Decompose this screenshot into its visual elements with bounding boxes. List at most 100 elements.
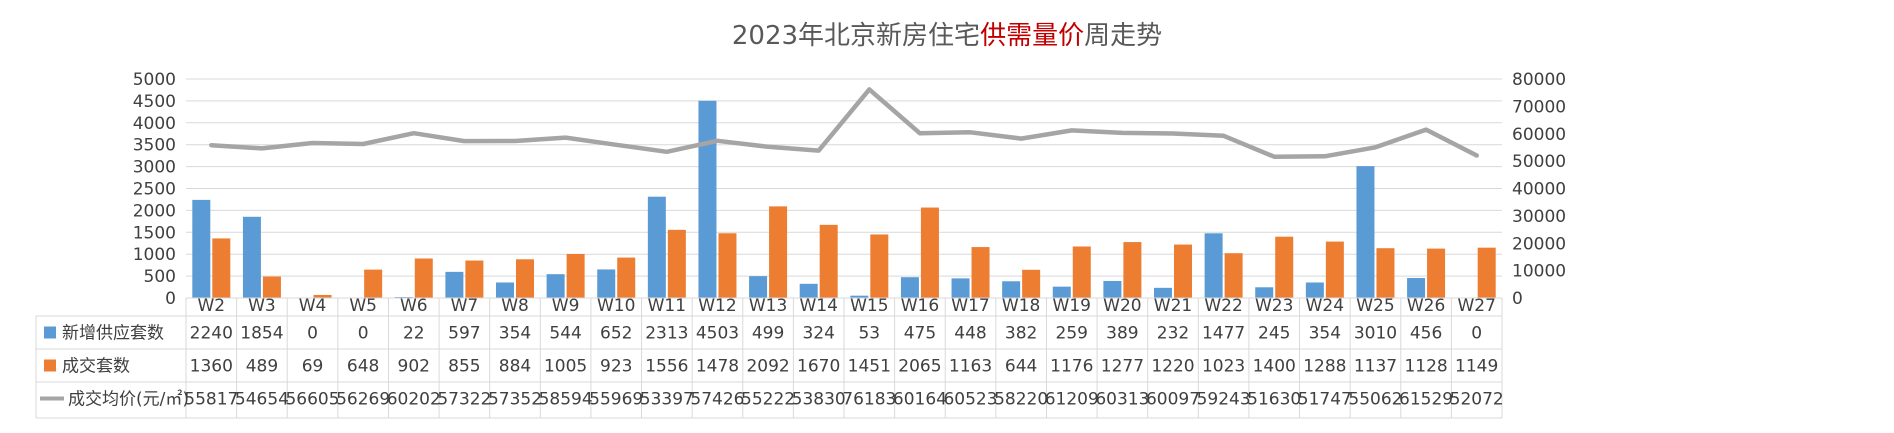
data-label: 1176 xyxy=(1050,357,1093,377)
data-label: 0 xyxy=(358,324,369,344)
y-left-tick-label: 4500 xyxy=(133,92,176,112)
data-label: 389 xyxy=(1106,324,1138,344)
y-left-tick-label: 500 xyxy=(144,267,176,287)
bar-supply xyxy=(1204,233,1223,298)
data-label: 53830 xyxy=(792,390,846,410)
data-label: 354 xyxy=(1309,324,1341,344)
bar-deals xyxy=(364,269,383,298)
x-tick-label: W3 xyxy=(248,296,276,316)
grid xyxy=(186,78,1502,299)
data-label: 57426 xyxy=(690,390,744,410)
x-tick-label: W26 xyxy=(1407,296,1445,316)
x-tick-label: W19 xyxy=(1053,296,1091,316)
data-label: 382 xyxy=(1005,324,1037,344)
data-label: 2092 xyxy=(746,357,789,377)
data-label: 648 xyxy=(347,357,379,377)
bar-supply xyxy=(647,196,666,298)
data-label: 324 xyxy=(802,324,834,344)
data-label: 855 xyxy=(448,357,480,377)
data-label: 884 xyxy=(499,357,531,377)
data-label: 597 xyxy=(448,324,480,344)
bar-deals xyxy=(920,207,939,298)
data-label: 59243 xyxy=(1197,390,1251,410)
x-tick-label: W13 xyxy=(749,296,787,316)
bar-deals xyxy=(313,294,332,298)
bar-supply xyxy=(1103,280,1122,298)
y-right-tick-label: 60000 xyxy=(1512,125,1566,145)
data-label: 1556 xyxy=(645,357,688,377)
data-label: 354 xyxy=(499,324,531,344)
bar-deals xyxy=(212,238,231,298)
x-tick-label: W4 xyxy=(299,296,327,316)
y-right-tick-label: 0 xyxy=(1512,289,1523,309)
bar-deals xyxy=(1123,242,1142,298)
data-label: 1128 xyxy=(1404,357,1447,377)
bar-supply xyxy=(1154,287,1172,298)
data-label: 53 xyxy=(858,324,880,344)
bar-supply xyxy=(850,295,869,298)
legend-key-supply xyxy=(44,326,56,339)
x-tick-label: W10 xyxy=(597,296,635,316)
bar-deals xyxy=(516,259,534,298)
bar-deals xyxy=(1072,246,1091,298)
data-label: 1670 xyxy=(797,357,840,377)
bar-deals xyxy=(819,224,838,298)
data-label: 76183 xyxy=(842,390,896,410)
data-label: 1854 xyxy=(240,324,283,344)
y-right-tick-label: 10000 xyxy=(1512,262,1566,282)
x-tick-label: W22 xyxy=(1204,296,1242,316)
data-label: 3010 xyxy=(1354,324,1397,344)
data-label: 22 xyxy=(403,324,425,344)
x-tick-label: W16 xyxy=(901,296,939,316)
y-left-tick-label: 2500 xyxy=(133,180,176,200)
bar-deals xyxy=(769,206,788,298)
x-tick-label: W24 xyxy=(1306,296,1344,316)
bar-supply xyxy=(1356,166,1375,298)
x-tick-label: W21 xyxy=(1154,296,1192,316)
x-tick-label: W11 xyxy=(648,296,686,316)
data-label: 2240 xyxy=(190,324,233,344)
chart-title: 2023年北京新房住宅供需量价周走势 xyxy=(732,21,1162,51)
data-label: 61529 xyxy=(1399,390,1453,410)
data-label: 1478 xyxy=(696,357,739,377)
x-tick-label: W14 xyxy=(799,296,837,316)
data-label: 1149 xyxy=(1455,357,1498,377)
data-label: 652 xyxy=(600,324,632,344)
bar-deals xyxy=(566,253,585,298)
data-label: 2065 xyxy=(898,357,941,377)
title-part-0: 2023年北京新房住宅 xyxy=(732,21,980,51)
bar-supply xyxy=(1305,282,1324,298)
data-label: 232 xyxy=(1157,324,1189,344)
data-label: 1220 xyxy=(1151,357,1194,377)
x-tick-label: W6 xyxy=(400,296,428,316)
bar-deals xyxy=(971,247,990,298)
data-label: 56269 xyxy=(336,390,390,410)
bar-supply xyxy=(799,283,818,298)
x-tick-label: W25 xyxy=(1356,296,1394,316)
y-left-tick-label: 1500 xyxy=(133,223,176,243)
x-tick-label: W27 xyxy=(1457,296,1495,316)
data-label: 51747 xyxy=(1298,390,1352,410)
y-left-tick-label: 1000 xyxy=(133,245,176,265)
legend-label: 新增供应套数 xyxy=(62,324,164,344)
bar-deals xyxy=(1224,253,1243,298)
data-label: 2313 xyxy=(645,324,688,344)
data-label: 499 xyxy=(752,324,784,344)
bar-supply xyxy=(546,274,565,298)
bar-supply xyxy=(597,269,616,298)
y-right-tick-label: 20000 xyxy=(1512,234,1566,254)
bar-supply xyxy=(1407,278,1426,298)
data-label: 60164 xyxy=(893,390,947,410)
data-label: 55062 xyxy=(1348,390,1402,410)
title-part-1: 供需量价 xyxy=(980,21,1084,51)
data-label: 60313 xyxy=(1095,390,1149,410)
data-label: 245 xyxy=(1258,324,1290,344)
data-label: 56605 xyxy=(285,390,339,410)
data-label: 259 xyxy=(1056,324,1088,344)
data-table: W2 W3 W4 W5 W6 W7 W8 W9 W10 W11 W12 W13 W14 W15 W16 W17… xyxy=(35,296,1504,419)
y-right-tick-label: 30000 xyxy=(1512,207,1566,227)
y-right-tick-label: 50000 xyxy=(1512,152,1566,172)
data-label: 1360 xyxy=(190,357,233,377)
legend-key-deals xyxy=(44,359,56,372)
